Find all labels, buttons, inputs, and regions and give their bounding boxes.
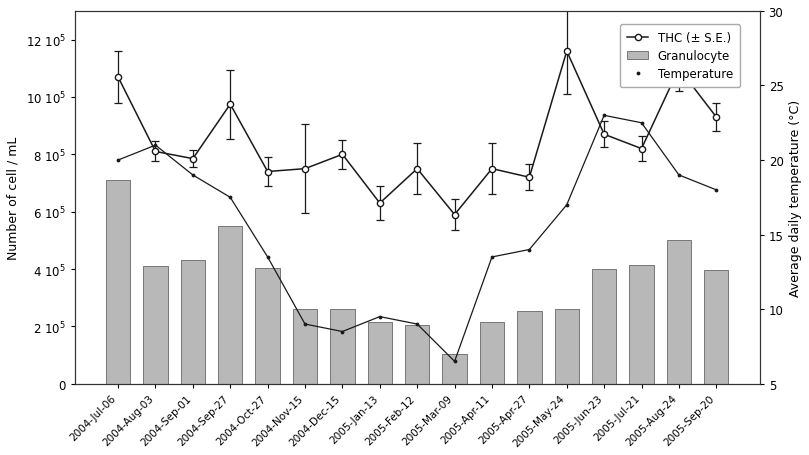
Temperature xyxy=(674,173,684,178)
Temperature xyxy=(375,314,384,319)
Bar xyxy=(555,309,579,384)
Temperature xyxy=(113,158,123,163)
Temperature xyxy=(300,322,310,327)
Temperature xyxy=(188,173,197,178)
Temperature xyxy=(562,202,572,208)
Bar xyxy=(443,354,467,384)
Bar xyxy=(480,322,504,384)
Temperature xyxy=(637,121,646,126)
Bar xyxy=(180,261,205,384)
Temperature xyxy=(450,359,460,364)
Temperature xyxy=(150,143,160,148)
Temperature xyxy=(413,322,422,327)
Bar xyxy=(405,325,430,384)
Bar xyxy=(143,267,167,384)
Y-axis label: Number of cell / mL: Number of cell / mL xyxy=(7,136,20,259)
Temperature xyxy=(711,188,721,193)
Bar xyxy=(106,181,130,384)
Temperature xyxy=(226,195,235,201)
Temperature xyxy=(487,255,497,260)
Temperature xyxy=(524,247,534,253)
Bar xyxy=(330,309,354,384)
Bar xyxy=(667,241,691,384)
Legend: THC (± S.E.), Granulocyte, Temperature: THC (± S.E.), Granulocyte, Temperature xyxy=(620,25,740,88)
Y-axis label: Average daily temperature (°C): Average daily temperature (°C) xyxy=(789,100,802,296)
Bar xyxy=(629,265,654,384)
Line: Temperature: Temperature xyxy=(116,114,718,364)
Bar xyxy=(218,227,243,384)
Bar xyxy=(256,268,280,384)
Temperature xyxy=(599,113,609,119)
Bar xyxy=(704,271,728,384)
Bar xyxy=(592,269,616,384)
Temperature xyxy=(337,329,347,334)
Temperature xyxy=(263,255,273,260)
Bar xyxy=(367,322,392,384)
Bar xyxy=(517,311,541,384)
Bar xyxy=(293,309,317,384)
